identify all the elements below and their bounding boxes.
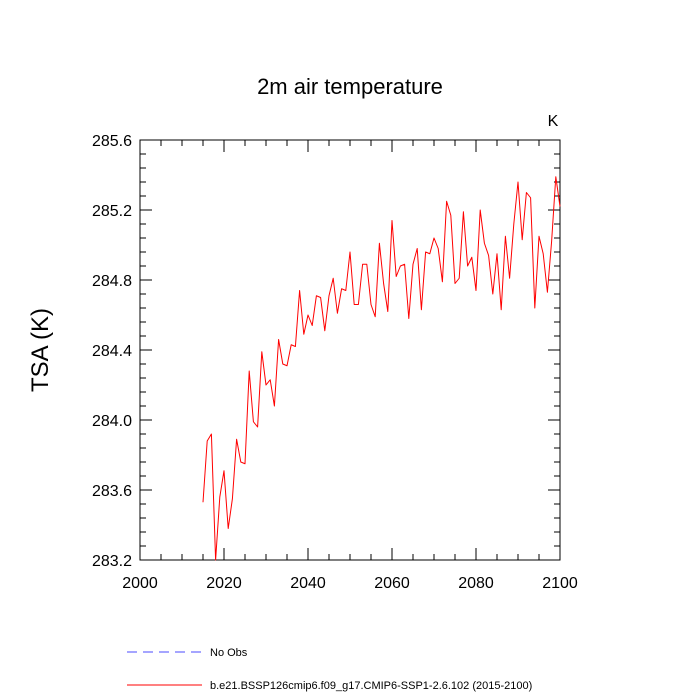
legend-label: b.e21.BSSP126cmip6.f09_g17.CMIP6-SSP1-2.… xyxy=(210,680,532,692)
x-tick-label: 2040 xyxy=(290,575,326,592)
units-label: K xyxy=(548,113,559,130)
y-tick-label: 283.6 xyxy=(92,483,132,500)
x-tick-label: 2100 xyxy=(542,575,578,592)
legend: No Obs b.e21.BSSP126cmip6.f09_g17.CMIP6-S… xyxy=(127,647,532,692)
y-tick-label: 285.6 xyxy=(92,133,132,150)
y-tick-label: 284.0 xyxy=(92,413,132,430)
tick-labels: 2000 2020 2040 2060 2080 2100 283.2 283.6 284.0 2… xyxy=(92,133,578,592)
y-tick-label: 284.8 xyxy=(92,273,132,290)
series-line xyxy=(202,176,561,561)
x-tick-label: 2080 xyxy=(458,575,494,592)
x-tick-label: 2000 xyxy=(122,575,158,592)
y-tick-label: 285.2 xyxy=(92,203,132,220)
legend-label: No Obs xyxy=(210,647,248,659)
y-axis-title: TSA (K) xyxy=(27,308,54,392)
plot-area xyxy=(202,176,561,561)
x-tick-label: 2060 xyxy=(374,575,410,592)
y-tick-label: 284.4 xyxy=(92,343,132,360)
x-tick-label: 2020 xyxy=(206,575,242,592)
y-tick-label: 283.2 xyxy=(92,553,132,570)
chart-title: 2m air temperature xyxy=(257,74,443,99)
